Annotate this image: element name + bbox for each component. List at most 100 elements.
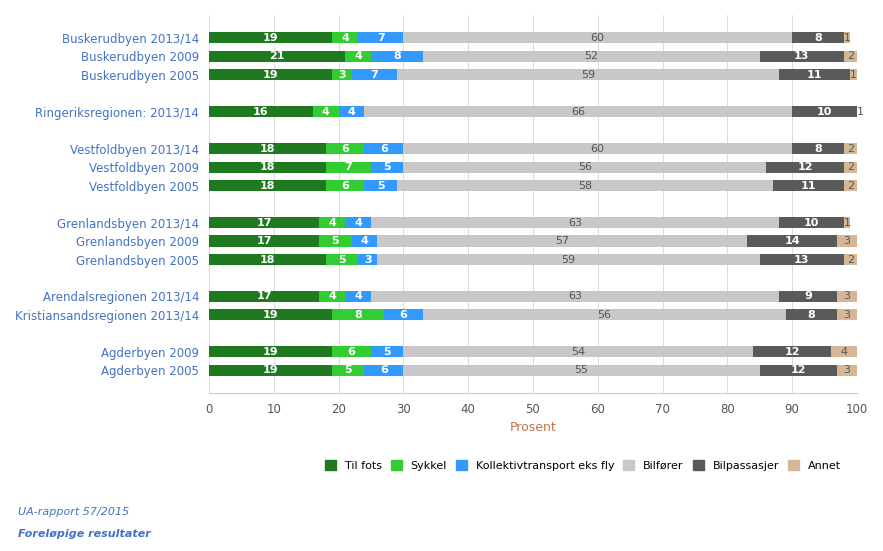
Bar xyxy=(759,254,844,265)
Text: 3: 3 xyxy=(843,365,850,375)
Bar xyxy=(779,291,837,302)
Bar xyxy=(345,217,371,228)
Text: 6: 6 xyxy=(348,347,356,357)
Bar xyxy=(844,143,857,154)
Bar xyxy=(326,143,365,154)
Text: 63: 63 xyxy=(568,291,582,301)
Bar xyxy=(837,291,857,302)
Text: 3: 3 xyxy=(338,69,345,80)
Text: 13: 13 xyxy=(794,255,810,264)
Bar xyxy=(365,180,396,191)
Text: 2: 2 xyxy=(847,51,854,61)
Bar xyxy=(338,106,365,117)
Text: UA-rapport 57/2015: UA-rapport 57/2015 xyxy=(18,507,129,517)
Text: 4: 4 xyxy=(348,107,356,117)
Bar xyxy=(209,161,326,172)
Text: 6: 6 xyxy=(341,181,349,191)
Text: 12: 12 xyxy=(791,365,806,375)
Bar xyxy=(365,106,792,117)
Text: 10: 10 xyxy=(804,218,819,228)
Bar xyxy=(209,51,345,62)
Bar xyxy=(209,143,326,154)
Bar xyxy=(779,69,850,80)
Text: 4: 4 xyxy=(321,107,329,117)
Text: 8: 8 xyxy=(354,310,362,320)
Bar xyxy=(753,347,831,358)
Bar xyxy=(209,217,319,228)
Bar xyxy=(759,51,844,62)
Text: 60: 60 xyxy=(591,144,605,154)
Bar xyxy=(358,254,377,265)
Text: 3: 3 xyxy=(843,236,850,246)
Bar xyxy=(319,291,345,302)
Text: 18: 18 xyxy=(260,144,275,154)
Text: 6: 6 xyxy=(399,310,407,320)
Bar xyxy=(365,143,404,154)
Text: 57: 57 xyxy=(555,236,570,246)
Text: 2: 2 xyxy=(847,255,854,264)
Bar xyxy=(837,310,857,321)
Bar xyxy=(831,347,857,358)
Text: 14: 14 xyxy=(784,236,800,246)
Bar xyxy=(371,217,779,228)
Bar xyxy=(844,180,857,191)
Bar xyxy=(371,51,423,62)
Bar xyxy=(850,69,857,80)
Bar xyxy=(844,32,850,44)
Bar xyxy=(332,310,384,321)
Bar xyxy=(423,310,786,321)
Text: 16: 16 xyxy=(253,107,268,117)
Text: 60: 60 xyxy=(591,33,605,43)
Bar xyxy=(792,143,844,154)
Text: 4: 4 xyxy=(354,51,362,61)
Bar xyxy=(377,254,759,265)
Text: 12: 12 xyxy=(784,347,800,357)
Text: 4: 4 xyxy=(341,33,349,43)
Bar xyxy=(326,180,365,191)
Text: 13: 13 xyxy=(794,51,810,61)
Text: 56: 56 xyxy=(577,162,592,172)
Bar xyxy=(857,106,864,117)
Bar xyxy=(313,106,338,117)
Text: 5: 5 xyxy=(338,255,345,264)
Text: 55: 55 xyxy=(575,365,588,375)
Bar xyxy=(209,69,332,80)
Bar xyxy=(326,254,358,265)
Text: 63: 63 xyxy=(568,218,582,228)
Text: 17: 17 xyxy=(256,236,272,246)
Text: 1: 1 xyxy=(843,218,850,228)
Bar xyxy=(404,365,759,376)
Text: 21: 21 xyxy=(269,51,284,61)
Text: 56: 56 xyxy=(597,310,611,320)
Text: 4: 4 xyxy=(360,236,368,246)
Bar xyxy=(396,69,779,80)
Bar xyxy=(759,365,837,376)
Bar xyxy=(332,32,358,44)
Text: 7: 7 xyxy=(344,162,352,172)
Text: 1: 1 xyxy=(850,69,857,80)
Bar xyxy=(844,161,857,172)
Bar xyxy=(209,32,332,44)
Bar xyxy=(423,51,759,62)
Text: 58: 58 xyxy=(577,181,592,191)
Bar xyxy=(773,180,844,191)
Bar xyxy=(844,51,857,62)
Text: 2: 2 xyxy=(847,181,854,191)
Bar xyxy=(209,347,332,358)
Bar xyxy=(358,32,404,44)
Bar xyxy=(404,161,766,172)
Text: 6: 6 xyxy=(380,365,388,375)
Bar xyxy=(844,254,857,265)
Bar xyxy=(332,347,371,358)
Text: Foreløpige resultater: Foreløpige resultater xyxy=(18,529,150,539)
Text: 8: 8 xyxy=(808,310,815,320)
Text: 19: 19 xyxy=(263,365,278,375)
Bar xyxy=(332,365,365,376)
Text: 54: 54 xyxy=(571,347,585,357)
Bar xyxy=(384,310,423,321)
Text: 3: 3 xyxy=(843,310,850,320)
Bar xyxy=(404,32,792,44)
Legend: Til fots, Sykkel, Kollektivtransport eks fly, Bilfører, Bilpassasjer, Annet: Til fots, Sykkel, Kollektivtransport eks… xyxy=(325,460,841,471)
Bar xyxy=(351,69,396,80)
Text: 59: 59 xyxy=(581,69,595,80)
